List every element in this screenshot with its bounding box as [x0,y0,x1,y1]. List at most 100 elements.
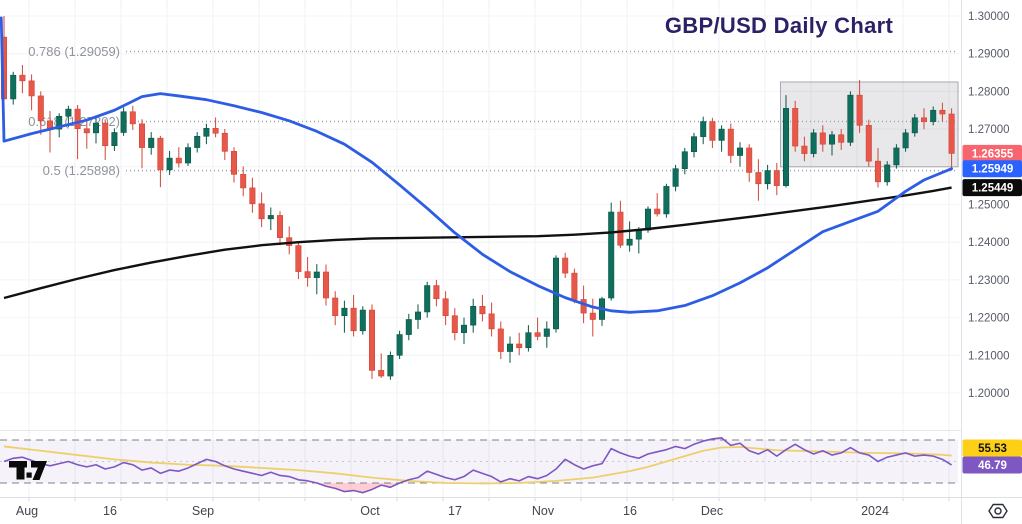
candle-up [166,157,173,171]
candle-up [56,115,63,130]
time-tick-label: Dec [701,504,723,518]
candle-up [543,328,550,337]
candle-up [525,332,532,349]
candle-up [663,186,670,215]
candle-down [856,94,863,126]
candle-down [792,108,799,147]
candle-up [700,121,707,137]
candle-up [10,74,17,100]
tradingview-logo-icon[interactable] [9,459,55,485]
candle-up [194,135,201,148]
candle-up [111,132,118,146]
candle-down [332,297,339,317]
candle-down [74,108,81,130]
candle-down [948,113,955,154]
candle-up [690,136,697,153]
candle-down [295,245,302,272]
candle-down [129,111,136,125]
ma50-price-tag-text: 1.25949 [972,164,1014,176]
rsi-line [3,437,953,494]
price-tick-label: 1.24000 [968,237,1010,249]
fib-level-label: 0.5 (1.25898) [43,163,120,178]
candle-up [341,307,348,317]
candle-down [571,272,578,300]
candle-down [442,298,449,317]
candle-up [764,170,771,185]
candle-up [396,334,403,356]
price-tick-label: 1.21000 [968,350,1010,362]
candle-up [267,215,274,220]
price-tick-label: 1.23000 [968,275,1010,287]
price-tick-label: 1.20000 [968,388,1010,400]
time-tick-label: 16 [623,504,637,518]
candle-up [893,147,900,166]
candle-down [920,117,927,122]
candle-down [240,174,247,189]
candle-down [709,121,716,141]
price-tick-label: 1.29000 [968,49,1010,61]
candle-up [626,238,633,246]
rsi-ma-value-tag [962,439,1022,457]
candle-down [258,203,265,220]
candle-up [506,343,513,352]
price-axis[interactable]: 1.30000 1.29000 1.28000 1.27000 1.25000 1.240… [962,11,1022,474]
candle-down [249,187,256,205]
candle-down [378,370,385,377]
candle-down [773,170,780,186]
ma50-line [0,16,953,314]
rsi-value-tag-text: 46.79 [978,460,1007,472]
time-tick-label: Nov [532,504,555,518]
candle-down [497,328,504,352]
candle-down [562,257,569,274]
price-tick-label: 1.30000 [968,11,1010,23]
candle-up [847,94,854,143]
candle-down [874,160,881,183]
candle-down [83,128,90,134]
candle-up [930,109,937,122]
candle-down [727,128,734,156]
price-tick-label: 1.25000 [968,200,1010,212]
candle-down [746,147,753,173]
candle-up [884,164,891,183]
candle-down [488,313,495,330]
candle-down [819,132,826,145]
time-axis[interactable]: Aug 16 Sep Oct 17 Nov 16 Dec 2024 [16,504,889,518]
candle-down [102,122,109,146]
candle-down [212,128,219,134]
candle-up [911,117,918,134]
candle-down [139,123,146,148]
time-tick-label: Aug [16,504,38,518]
candle-up [736,147,743,156]
candle-up [460,324,467,333]
candle-down [276,215,283,238]
candle-down [755,172,762,185]
candle-up [203,128,210,137]
candle-down [589,312,596,320]
candle-up [120,111,127,133]
time-tick-label: 2024 [861,504,889,518]
time-tick-label: 17 [448,504,462,518]
time-tick-label: Oct [360,504,380,518]
rsi-overbought-fill [4,437,952,440]
hexagon-eye-icon[interactable] [986,500,1010,522]
fib-level-label: 0.786 (1.29059) [28,44,120,59]
candle-down [368,309,375,371]
candle-down [479,305,486,315]
candle-up [65,108,72,117]
candle-up [810,132,817,154]
candle-down [350,307,357,332]
candle-down [580,299,587,314]
candle-up [718,128,725,141]
chart-title: GBP/USD Daily Chart [664,13,894,38]
candle-down [654,208,661,215]
candle-up [93,122,100,134]
candle-up [672,168,679,187]
candle-down [801,145,808,154]
time-tick-label: 16 [103,504,117,518]
candle-up [828,134,835,145]
candle-down [304,271,311,278]
rsi-ma-value-tag-text: 55.53 [978,443,1007,455]
candle-down [231,151,238,175]
